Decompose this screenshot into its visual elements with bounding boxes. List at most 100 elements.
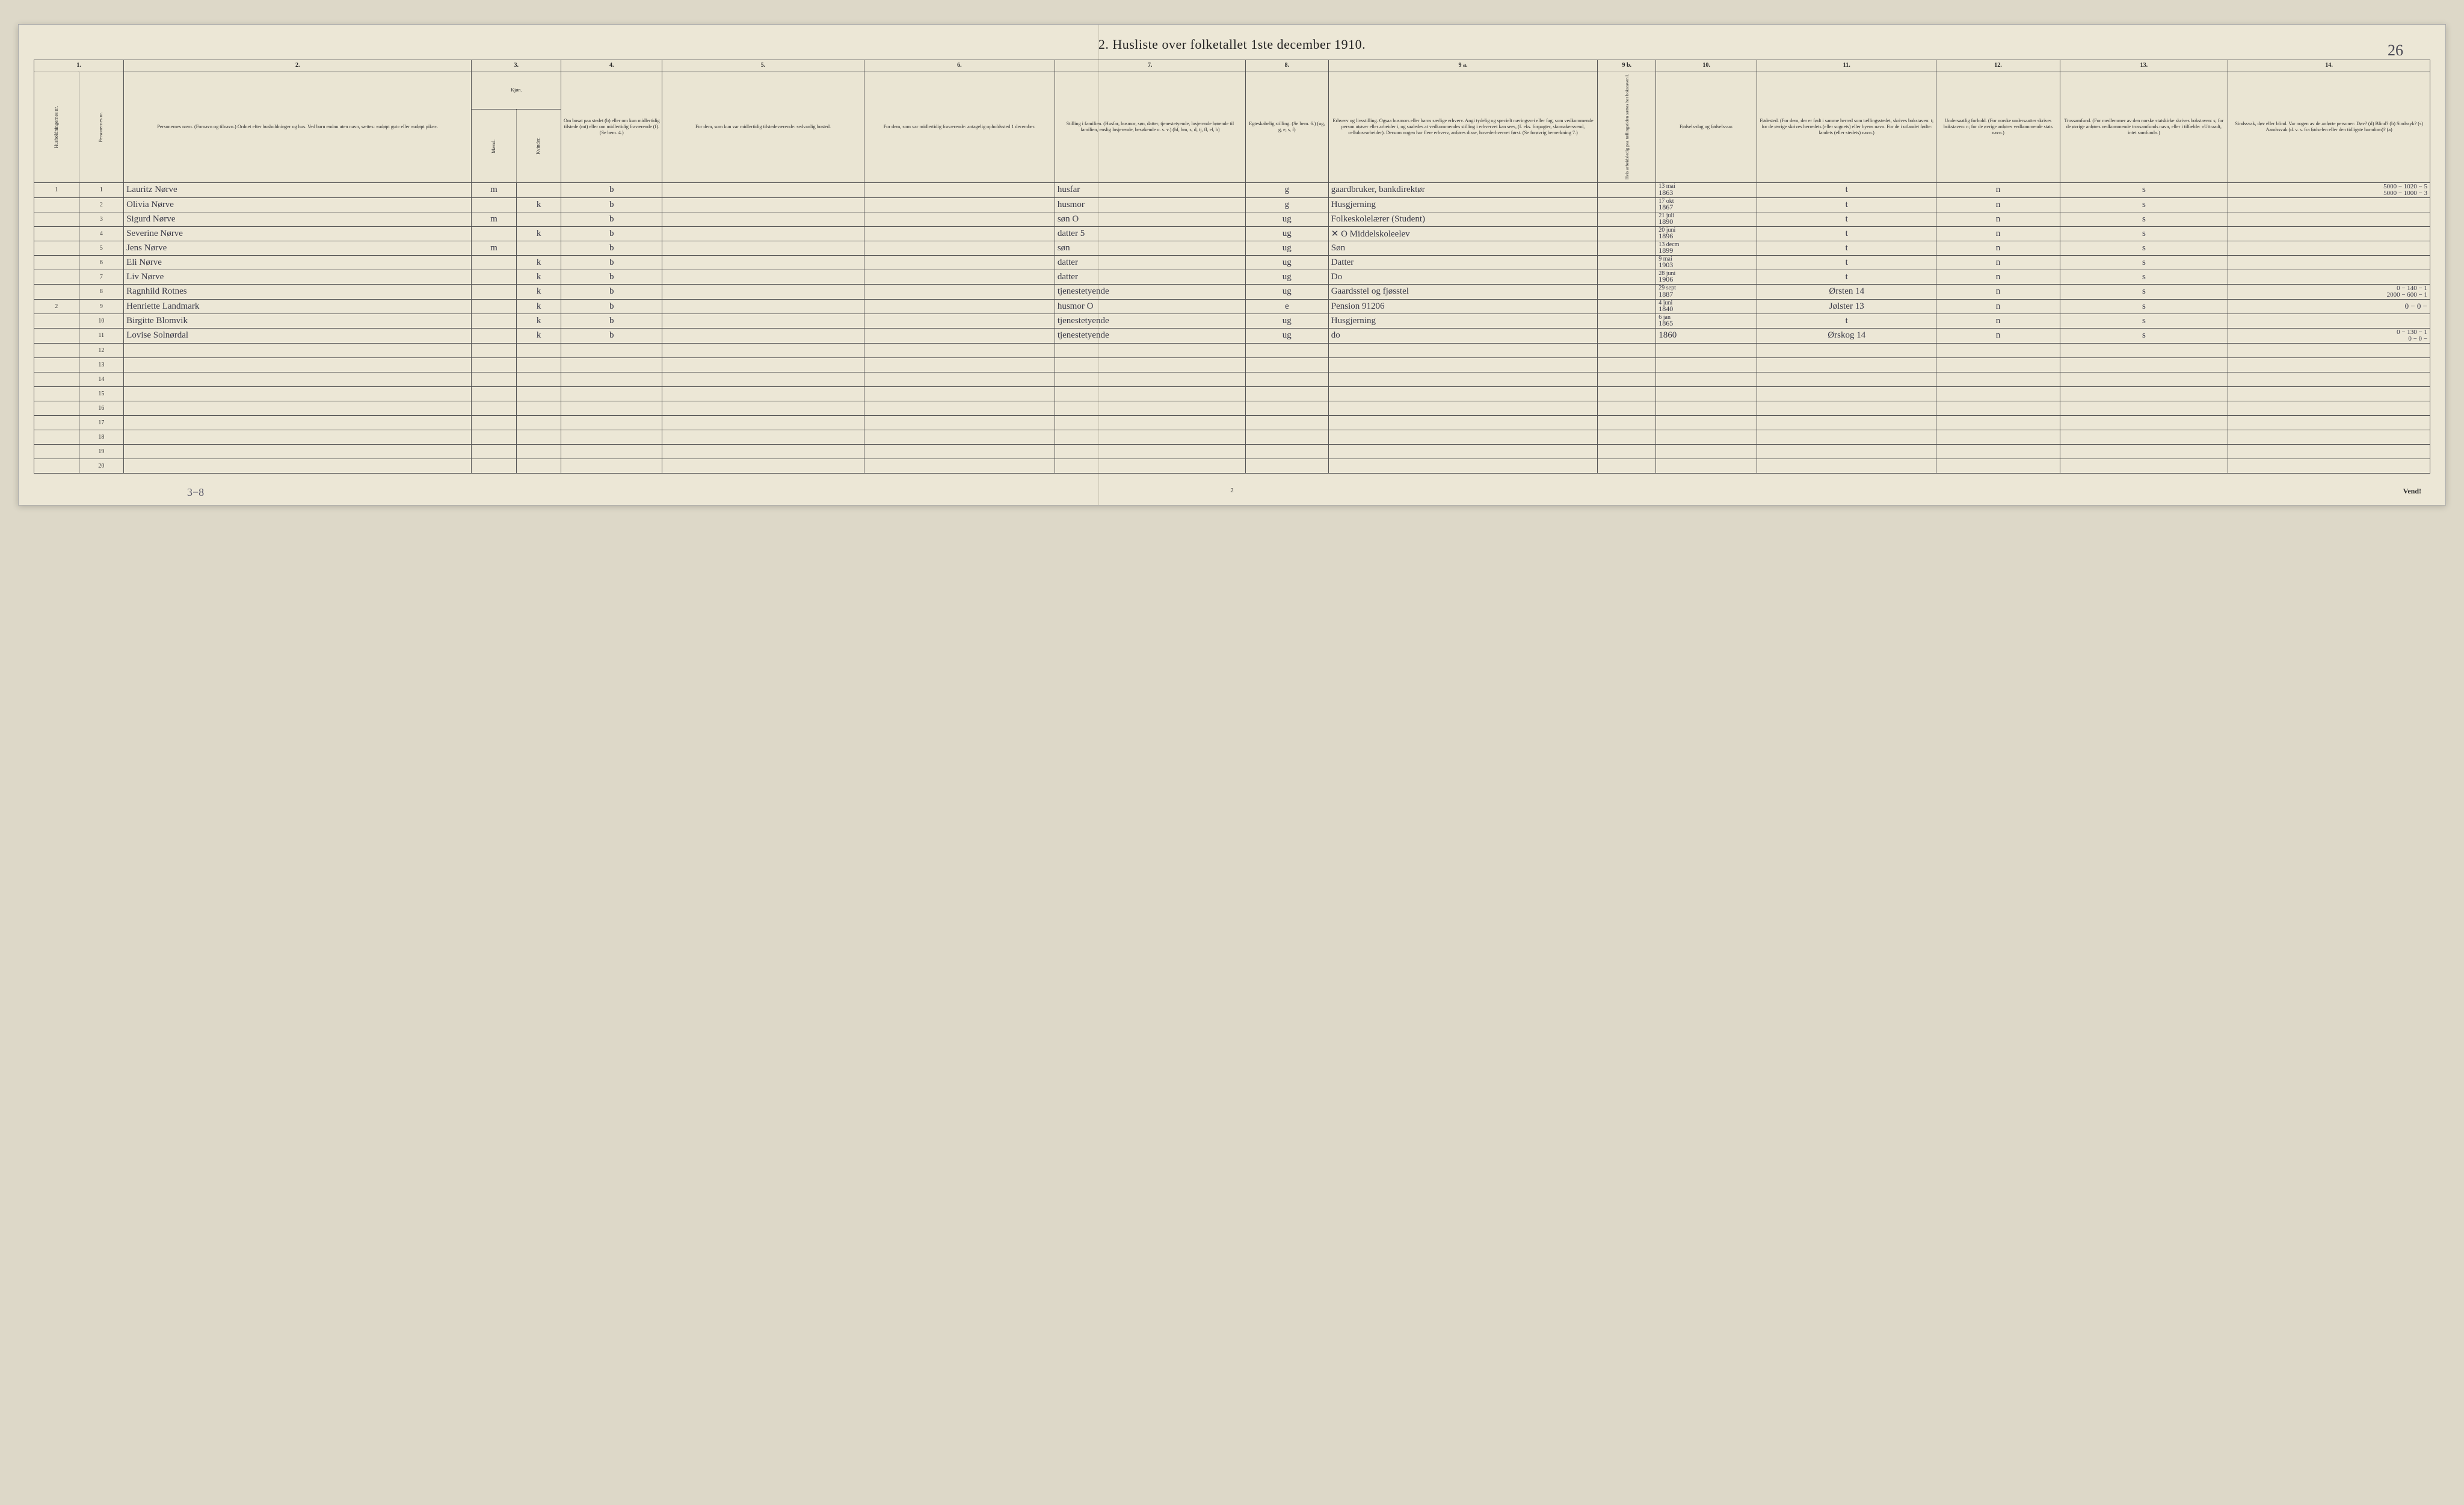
cell-person-num: 12 xyxy=(79,343,124,357)
cell-birthplace xyxy=(1757,430,1936,444)
cell-disability xyxy=(2228,444,2430,459)
cell-family-pos xyxy=(1055,386,1245,401)
cell-disability: 0 − 0 − xyxy=(2228,299,2430,314)
cell-name xyxy=(124,415,472,430)
cell-birthplace xyxy=(1757,459,1936,473)
cell-sex-m xyxy=(472,328,517,343)
cell-religion xyxy=(2060,444,2228,459)
cell-nationality xyxy=(1936,430,2060,444)
cell-sex-m xyxy=(472,255,517,270)
cell-sex-m xyxy=(472,415,517,430)
cell-family-pos: husfar xyxy=(1055,182,1245,197)
printed-page-number: 2 xyxy=(1230,487,1234,494)
cell-occupation xyxy=(1328,343,1598,357)
cell-unemployed xyxy=(1598,197,1656,212)
cell-nationality: n xyxy=(1936,328,2060,343)
cell-birthdate xyxy=(1656,401,1757,415)
cell-religion xyxy=(2060,401,2228,415)
cell-sex-k xyxy=(516,386,561,401)
cell-religion xyxy=(2060,372,2228,386)
cell-household-num xyxy=(34,241,79,255)
cell-unemployed xyxy=(1598,270,1656,284)
cell-household-num: 1 xyxy=(34,182,79,197)
cell-family-pos: tjenestetyende xyxy=(1055,314,1245,328)
cell-temp-present xyxy=(662,357,864,372)
cell-household-num xyxy=(34,226,79,241)
cell-nationality: n xyxy=(1936,241,2060,255)
cell-occupation: Do xyxy=(1328,270,1598,284)
cell-religion: s xyxy=(2060,270,2228,284)
colnum-9b: 9 b. xyxy=(1598,60,1656,72)
cell-residence xyxy=(561,415,662,430)
cell-sex-m xyxy=(472,386,517,401)
cell-disability xyxy=(2228,343,2430,357)
cell-marital xyxy=(1245,415,1328,430)
hdr-religion: Trossamfund. (For medlemmer av den norsk… xyxy=(2060,72,2228,182)
table-row: 10Birgitte BlomvikkbtjenestetyendeugHusg… xyxy=(34,314,2430,328)
cell-unemployed xyxy=(1598,372,1656,386)
cell-disability xyxy=(2228,372,2430,386)
cell-sex-m: m xyxy=(472,241,517,255)
cell-person-num: 9 xyxy=(79,299,124,314)
cell-religion xyxy=(2060,430,2228,444)
cell-unemployed xyxy=(1598,299,1656,314)
cell-temp-absent xyxy=(864,415,1055,430)
cell-unemployed xyxy=(1598,430,1656,444)
cell-occupation: Pension 91206 xyxy=(1328,299,1598,314)
cell-birthplace: t xyxy=(1757,182,1936,197)
cell-family-pos: husmor O xyxy=(1055,299,1245,314)
table-row: 12 xyxy=(34,343,2430,357)
cell-household-num xyxy=(34,459,79,473)
cell-marital xyxy=(1245,430,1328,444)
cell-temp-present xyxy=(662,343,864,357)
cell-disability xyxy=(2228,241,2430,255)
cell-person-num: 14 xyxy=(79,372,124,386)
cell-occupation xyxy=(1328,386,1598,401)
cell-religion: s xyxy=(2060,299,2228,314)
cell-name xyxy=(124,401,472,415)
cell-temp-present xyxy=(662,226,864,241)
cell-disability xyxy=(2228,386,2430,401)
cell-person-num: 5 xyxy=(79,241,124,255)
cell-religion xyxy=(2060,415,2228,430)
cell-occupation xyxy=(1328,415,1598,430)
cell-family-pos xyxy=(1055,401,1245,415)
cell-marital: ug xyxy=(1245,255,1328,270)
cell-birthdate: 4 juni1840 xyxy=(1656,299,1757,314)
census-page: 26 2. Husliste over folketallet 1ste dec… xyxy=(18,24,2446,505)
cell-name xyxy=(124,343,472,357)
cell-person-num: 7 xyxy=(79,270,124,284)
cell-marital: ug xyxy=(1245,328,1328,343)
table-row: 29Henriette Landmarkkbhusmor OePension 9… xyxy=(34,299,2430,314)
cell-name xyxy=(124,386,472,401)
cell-sex-k xyxy=(516,444,561,459)
cell-birthdate: 29 sept1887 xyxy=(1656,284,1757,299)
cell-family-pos: husmor xyxy=(1055,197,1245,212)
hdr-person-num: Personernes nr. xyxy=(79,72,124,182)
cell-person-num: 19 xyxy=(79,444,124,459)
cell-nationality: n xyxy=(1936,255,2060,270)
cell-household-num xyxy=(34,212,79,226)
cell-person-num: 6 xyxy=(79,255,124,270)
cell-birthdate xyxy=(1656,343,1757,357)
cell-person-num: 15 xyxy=(79,386,124,401)
column-header-row: Husholdningernes nr. Personernes nr. Per… xyxy=(34,72,2430,110)
hdr-name: Personernes navn. (Fornavn og tilnavn.) … xyxy=(124,72,472,182)
cell-occupation: do xyxy=(1328,328,1598,343)
cell-sex-m xyxy=(472,444,517,459)
cell-birthplace: Ørsten 14 xyxy=(1757,284,1936,299)
cell-marital xyxy=(1245,444,1328,459)
cell-unemployed xyxy=(1598,226,1656,241)
cell-disability: 0 − 140 − 12000 − 600 − 1 xyxy=(2228,284,2430,299)
margin-note: 3−8 xyxy=(187,486,204,499)
cell-temp-present xyxy=(662,241,864,255)
cell-occupation: Gaardsstel og fjøsstel xyxy=(1328,284,1598,299)
cell-sex-m: m xyxy=(472,212,517,226)
cell-household-num xyxy=(34,357,79,372)
cell-religion xyxy=(2060,343,2228,357)
cell-household-num xyxy=(34,255,79,270)
cell-name: Jens Nørve xyxy=(124,241,472,255)
cell-person-num: 20 xyxy=(79,459,124,473)
cell-residence xyxy=(561,401,662,415)
cell-name: Olivia Nørve xyxy=(124,197,472,212)
